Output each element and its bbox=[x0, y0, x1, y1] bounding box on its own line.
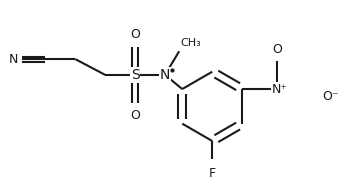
Text: N: N bbox=[9, 53, 19, 66]
Text: O: O bbox=[272, 43, 282, 56]
Text: F: F bbox=[209, 167, 216, 180]
Text: N⁺: N⁺ bbox=[272, 82, 288, 95]
Text: CH₃: CH₃ bbox=[181, 38, 201, 48]
Text: O: O bbox=[130, 109, 140, 122]
Text: S: S bbox=[131, 68, 139, 82]
Text: O⁻: O⁻ bbox=[322, 90, 339, 103]
Text: O: O bbox=[130, 28, 140, 41]
Text: N: N bbox=[160, 68, 170, 82]
